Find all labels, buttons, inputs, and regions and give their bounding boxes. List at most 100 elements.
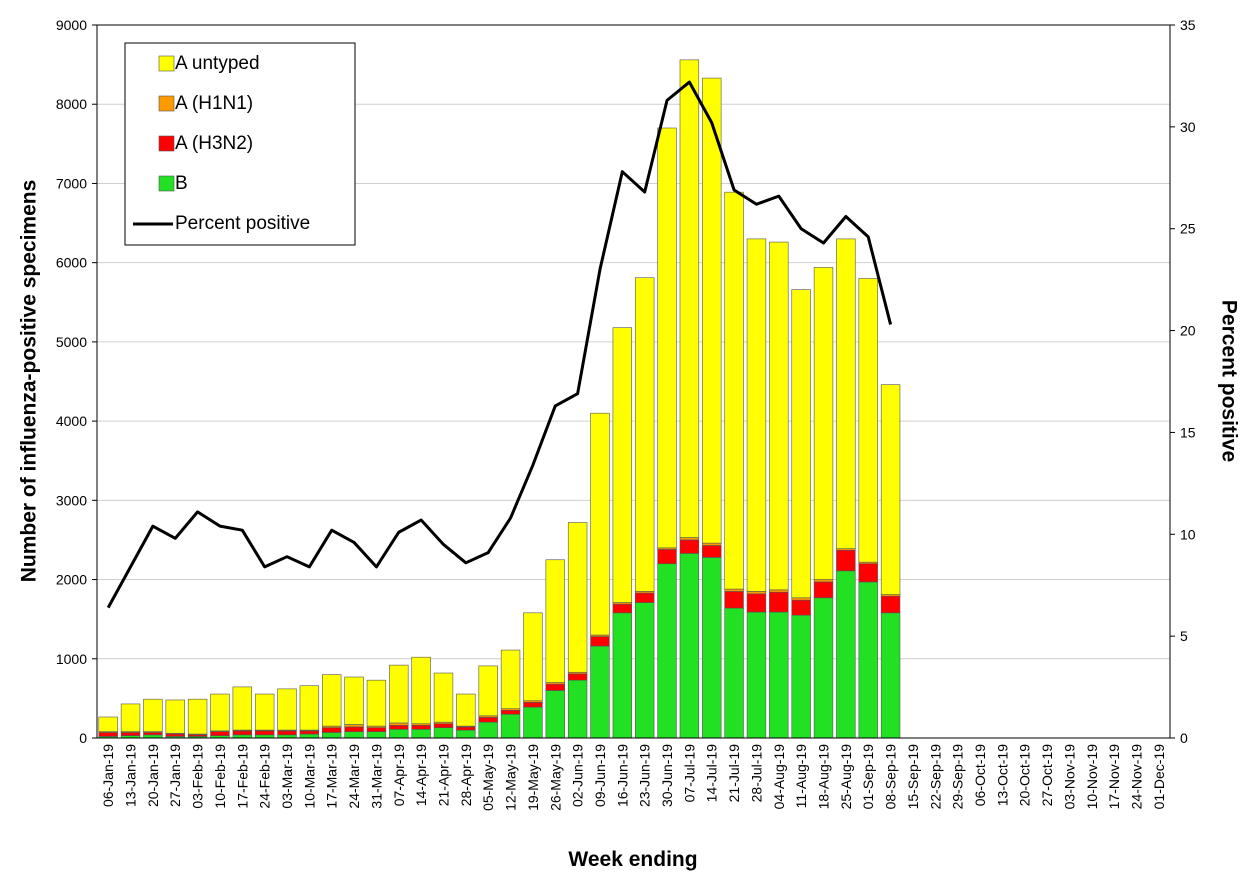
legend-swatch [158,135,175,152]
bar-segment [702,545,722,558]
y2-tick-label: 20 [1180,323,1196,339]
bar-segment [746,238,767,592]
bar-segment [858,581,878,739]
bar-segment [322,727,342,733]
legend-swatch [158,55,175,72]
x-tick-label: 12-May-19 [503,744,519,811]
plot-frame [96,24,1171,739]
bar-segment [143,698,163,732]
bar-segment [478,665,498,717]
bar-segment [746,593,767,613]
y2-axis-title: Percent positive [1217,300,1240,462]
y-axis-title: Number of influenza-positive specimens [18,180,41,583]
x-tick-label: 29-Sep-19 [950,744,966,810]
x-tick-label: 06-Oct-19 [972,744,988,806]
x-tick-label: 28-Apr-19 [458,744,474,806]
x-tick-label: 21-Apr-19 [435,744,451,806]
bar-segment [344,726,364,732]
bar-segment [836,570,856,739]
bar-segment [277,688,297,731]
bar-segment [545,683,565,691]
bar-segment [567,679,588,739]
bar-segment [210,731,230,736]
bar-segment [254,730,275,736]
x-tick-label: 31-Mar-19 [368,744,384,809]
y-tick-label: 4000 [56,413,87,429]
bar-segment [344,676,364,725]
bar-segment [634,602,655,739]
legend-label: A (H3N2) [175,133,253,154]
x-tick-label: 06-Jan-19 [100,744,116,807]
y-tick-label: 2000 [56,572,87,588]
bar-segment [791,599,811,616]
bar-segment [858,278,878,563]
bar-segment [500,709,521,715]
bar-segment [612,612,633,739]
bar-segment [880,595,901,614]
bar-segment [679,539,700,554]
y2-tick-label: 5 [1180,628,1188,644]
bar-segment [478,721,498,739]
bar-segment [523,706,543,739]
bar-segment [523,612,543,702]
bar-segment [120,732,141,736]
bar-segment [299,733,320,739]
bar-segment [746,611,767,739]
y-tick-label: 3000 [56,492,87,508]
x-tick-label: 16-Jun-19 [614,744,630,807]
x-tick-label: 17-Nov-19 [1106,744,1122,810]
x-tick-label: 03-Nov-19 [1061,744,1077,810]
bar-segment [389,664,409,724]
bar-segment [500,649,521,709]
bar-segment [165,699,185,734]
bar-segment [724,591,744,609]
bar-segment [456,729,476,739]
x-axis-title: Week ending [568,848,697,871]
bar-segment [880,612,901,739]
x-tick-label: 26-May-19 [547,744,563,811]
bar-segment [277,730,297,736]
bar-segment [545,690,565,739]
x-tick-label: 17-Feb-19 [234,744,250,809]
x-tick-label: 24-Nov-19 [1128,744,1144,810]
y-tick-label: 7000 [56,175,87,191]
x-tick-label: 11-Aug-19 [793,744,809,809]
x-tick-label: 20-Jan-19 [145,744,161,807]
bar-segment [702,557,722,739]
bar-segment [165,733,185,737]
bar-segment [657,563,677,739]
bar-segment [679,553,700,739]
x-tick-label: 13-Jan-19 [123,744,139,807]
legend-swatch [158,95,175,112]
bar-segment [769,591,789,613]
x-tick-label: 27-Jan-19 [167,744,183,807]
x-tick-label: 10-Mar-19 [301,744,317,809]
bar-segment [702,542,722,546]
y2-tick-label: 0 [1180,730,1188,746]
bar-segment [322,732,342,739]
x-tick-label: 25-Aug-19 [838,744,854,810]
x-tick-label: 02-Jun-19 [570,744,586,807]
x-tick-label: 17-Mar-19 [324,744,340,809]
y-tick-label: 1000 [56,651,87,667]
bar-segment [456,726,476,731]
x-tick-label: 07-Jul-19 [681,744,697,803]
bar-segment [389,725,409,730]
bar-segment [411,656,431,725]
bar-segment [433,727,454,739]
bar-segment [187,698,208,735]
x-tick-label: 14-Apr-19 [413,744,429,806]
bar-segment [232,730,252,736]
bar-segment [657,549,677,565]
bar-segment [836,549,856,572]
y-tick-label: 8000 [56,96,87,112]
bar-segment [791,289,811,599]
bar-segment [389,728,409,739]
bar-segment [813,579,834,583]
bar-segment [679,537,700,541]
x-tick-label: 09-Jun-19 [592,744,608,807]
bar-segment [366,731,387,739]
bar-segment [634,277,655,592]
y-tick-label: 9000 [56,17,87,33]
